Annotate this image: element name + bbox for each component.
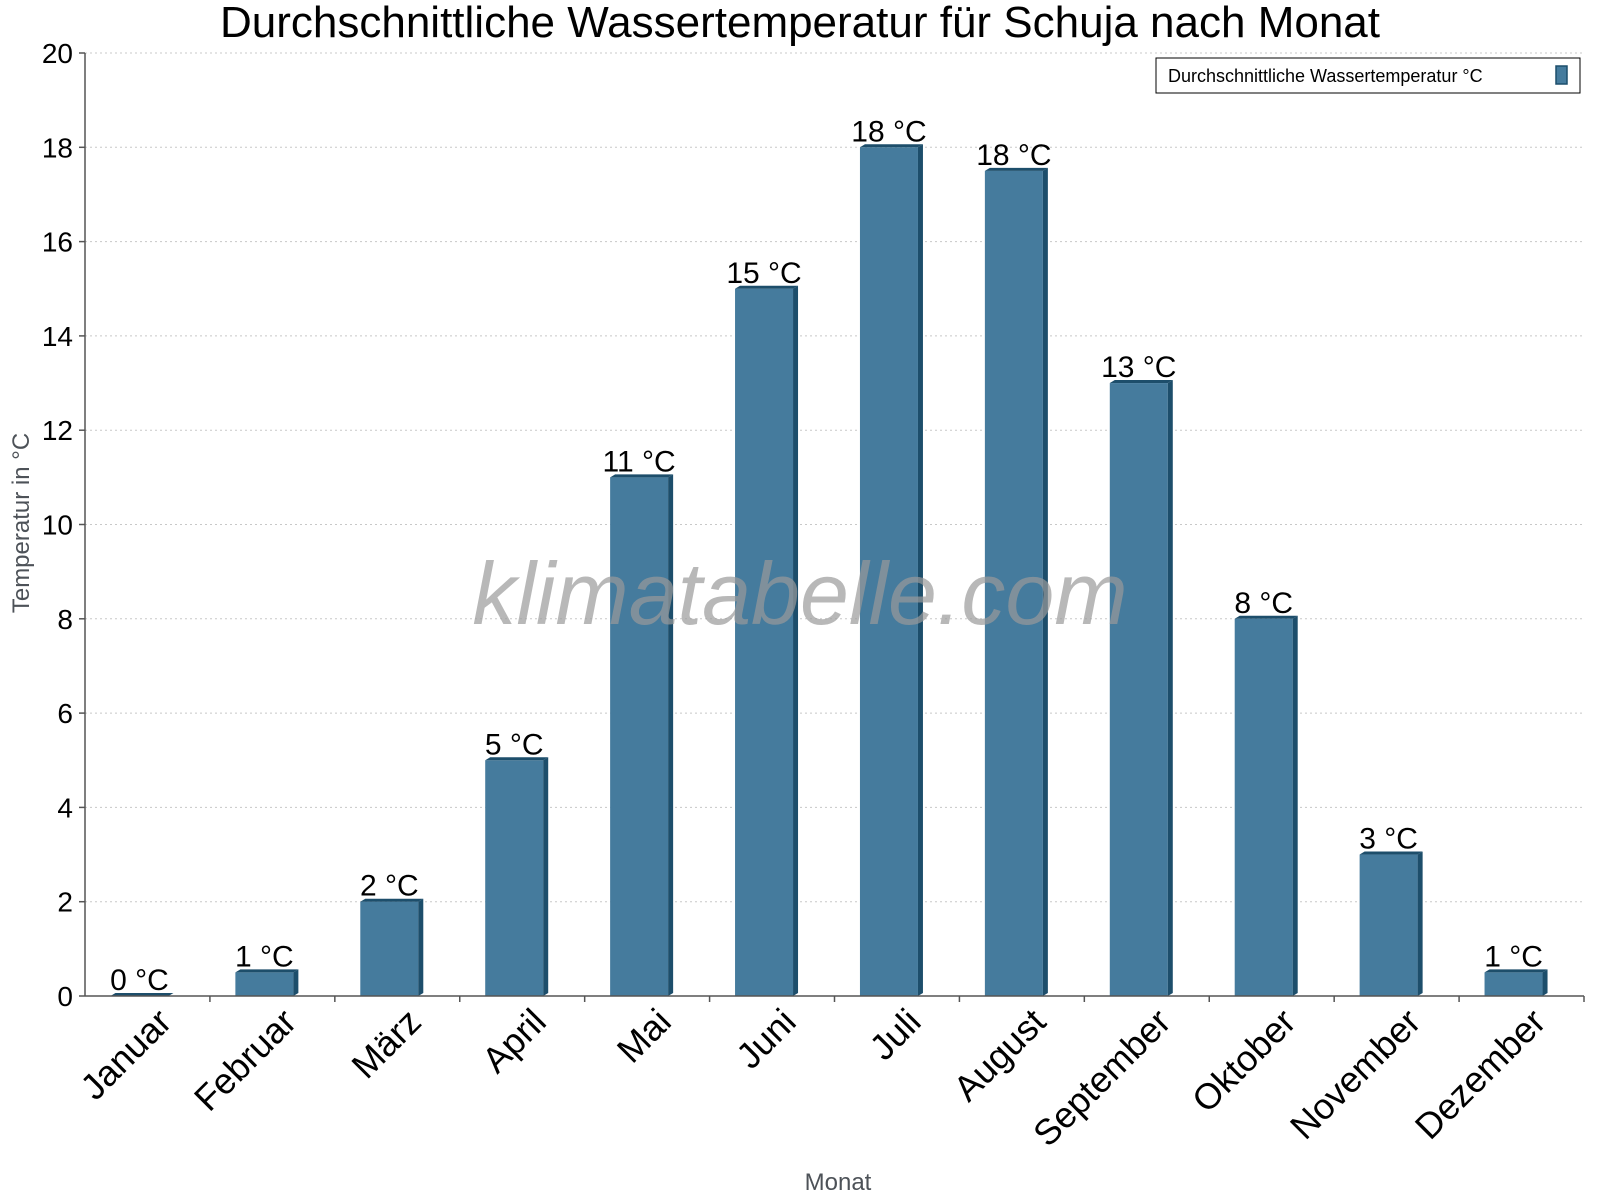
y-axis-title: Temperatur in °C [8,433,35,613]
bar-front [859,147,918,997]
y-tick-label: 14 [42,321,73,352]
y-tick-label: 18 [42,132,73,163]
value-label: 5 °C [485,728,544,761]
legend-box [1155,57,1581,94]
bar-side [1292,615,1298,996]
value-label: 2 °C [360,870,419,903]
bar-front [1109,383,1168,996]
x-tick-label: Januar [72,1001,179,1108]
x-tick-label: Oktober [1184,1001,1304,1121]
x-tick-label: September [1025,1001,1179,1155]
bar-side [917,144,923,997]
x-tick-label: Juni [728,1001,804,1077]
bar-front [485,760,544,996]
x-tick-label: März [343,1001,429,1087]
bar-front [1359,854,1418,996]
bar-front [1484,972,1543,996]
value-label: 1 °C [1484,940,1543,973]
y-tick-label: 12 [42,415,73,446]
bar-top [859,144,923,148]
chart-title: Durchschnittliche Wassertemperatur für S… [220,0,1380,47]
gridlines [85,52,1584,903]
x-tick-label: Dezember [1407,1001,1553,1147]
bar-side [668,474,674,997]
bar-top [1359,851,1423,855]
bar-top [984,167,1048,171]
legend: Durchschnittliche Wassertemperatur °C [1155,57,1581,94]
x-tick-label: Februar [186,1001,304,1119]
y-tick-label: 2 [57,887,73,918]
bar [360,898,424,996]
bar-front [984,170,1043,996]
bar-front [610,477,669,997]
x-tick-label: November [1282,1001,1428,1147]
bar-top [735,285,799,289]
bar-side [1042,167,1048,996]
value-label: 11 °C [603,445,676,478]
value-label: 13 °C [1101,351,1176,384]
bar [235,969,299,996]
bar-side [1417,851,1423,996]
bar [485,757,549,996]
value-labels: 0 °C 1 °C 2 °C 5 °C 11 °C 15 °C 18 °C 18 °C 13 °… [110,115,1543,997]
legend-swatch [1555,65,1568,85]
bar-front [235,972,294,996]
y-tick-label: 16 [42,227,73,258]
watermark: klimatabelle.com [472,544,1127,643]
bar [1109,380,1173,996]
bar [735,285,799,996]
bar [1234,615,1298,996]
bar-top [610,474,674,478]
value-label: 8 °C [1234,587,1293,620]
bar-top [1484,969,1548,973]
bar [1484,969,1548,996]
bar-top [485,757,549,761]
bar-side [293,969,299,996]
value-label: 18 °C [976,139,1051,172]
y-tick-label: 10 [42,510,73,541]
y-tick-label: 0 [57,981,73,1012]
y-tick-label: 20 [42,38,73,69]
value-label: 3 °C [1359,823,1418,856]
value-label: 18 °C [851,115,926,148]
legend-label: Durchschnittliche Wassertemperatur °C [1168,66,1483,86]
bar-side [543,757,549,996]
bar [610,474,674,997]
bar-front [1234,618,1293,996]
y-tick-label: 8 [57,604,73,635]
bar-top [1234,615,1298,619]
bar-front [735,288,794,996]
bar-top [235,969,299,973]
bars [110,144,1548,997]
bar [859,144,923,997]
bar-top [1109,380,1173,384]
x-tick-label: Juli [861,1001,928,1068]
x-tick-label: Mai [609,1001,679,1071]
y-tick-label: 4 [57,792,73,823]
x-tick-label: April [474,1001,554,1081]
x-tick-label: August [945,1001,1053,1109]
bar-front [360,901,419,996]
bar [1359,851,1423,996]
value-label: 0 °C [110,964,169,997]
value-label: 1 °C [235,940,294,973]
bar-side [1542,969,1548,996]
y-tick-label: 6 [57,698,73,729]
y-axis-ticks: 0 2 4 6 8 10 12 14 16 18 20 [42,38,85,1012]
bar-side [793,285,799,996]
bar-top [360,898,424,902]
x-axis-title: Monat [805,1169,872,1196]
bar-side [418,898,424,996]
value-label: 15 °C [726,257,801,290]
x-axis-ticks: Januar Februar März April Mai Juni Juli AugustS… [72,996,1585,1155]
bar-side [1167,380,1173,996]
bar [984,167,1048,996]
